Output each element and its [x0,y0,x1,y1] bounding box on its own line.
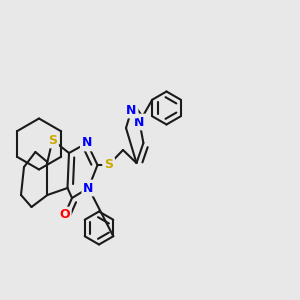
Text: N: N [134,116,145,128]
Text: N: N [126,103,136,116]
Text: S: S [48,134,57,146]
Text: O: O [59,208,70,221]
Text: N: N [83,182,94,194]
Text: N: N [82,136,92,149]
Text: S: S [104,158,113,172]
